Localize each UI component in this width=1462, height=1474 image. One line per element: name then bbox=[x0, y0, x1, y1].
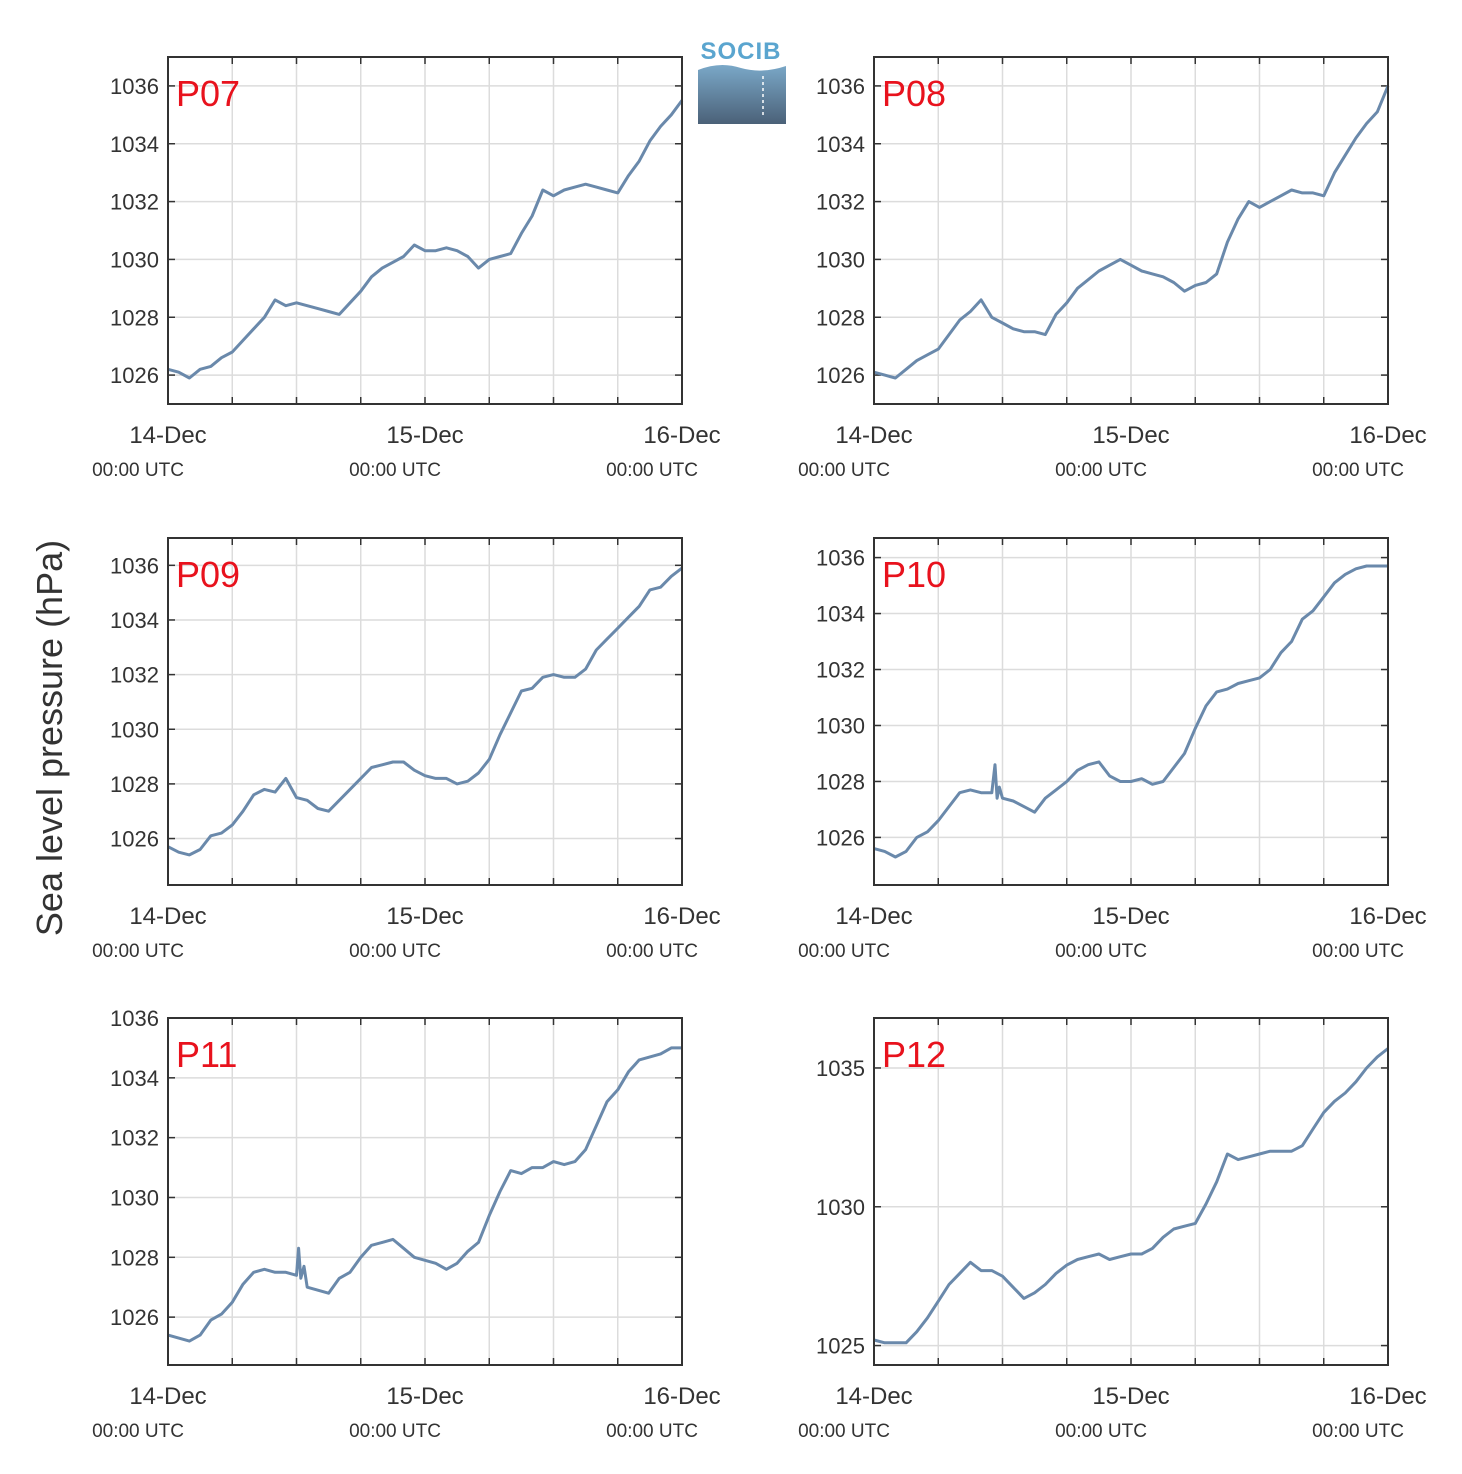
y-tick-label: 1032 bbox=[110, 663, 159, 688]
x-tick-label-time: 00:00 UTC bbox=[349, 460, 441, 481]
x-tick-label-time: 00:00 UTC bbox=[798, 460, 890, 481]
panel-label: P08 bbox=[882, 73, 946, 114]
y-tick-label: 1030 bbox=[110, 1185, 159, 1210]
x-tick-label-time: 00:00 UTC bbox=[349, 1421, 441, 1442]
panel-label: P09 bbox=[176, 554, 240, 595]
x-tick-label-time: 00:00 UTC bbox=[92, 1421, 184, 1442]
pressure-series-line bbox=[167, 1046, 682, 1343]
y-tick-label: 1030 bbox=[816, 247, 865, 272]
panel-p09: 1026 1028 1030 1032 1034 1036 14-Dec 00:00 UTC 1… bbox=[92, 537, 721, 962]
y-tick-label: 1028 bbox=[110, 305, 159, 330]
x-tick-label-time: 00:00 UTC bbox=[798, 941, 890, 962]
x-tick-label-time: 00:00 UTC bbox=[1055, 460, 1147, 481]
pressure-series-line bbox=[873, 564, 1388, 859]
pressure-series-line bbox=[167, 99, 684, 380]
socib-logo: SOCIB bbox=[698, 38, 786, 124]
x-tick-label-date: 16-Dec bbox=[1349, 422, 1426, 449]
x-tick-label-time: 00:00 UTC bbox=[798, 1421, 890, 1442]
panel-p07: 1026 1028 1030 1032 1034 1036 14-Dec 00:00 UTC 1… bbox=[92, 56, 721, 481]
y-tick-label: 1030 bbox=[110, 717, 159, 742]
plot-frame bbox=[873, 1017, 1389, 1366]
x-tick-label-date: 16-Dec bbox=[1349, 903, 1426, 930]
panel-p11: 1026 1028 1030 1032 1034 1036 14-Dec 00:00 UTC 1… bbox=[92, 1006, 721, 1442]
y-tick-label: 1026 bbox=[110, 363, 159, 388]
y-tick-label: 1030 bbox=[816, 1195, 865, 1220]
panel-p12: 1025 1030 1035 14-Dec 00:00 UTC 15-Dec 00:00 U… bbox=[798, 1017, 1427, 1442]
x-tick-label-time: 00:00 UTC bbox=[1055, 1421, 1147, 1442]
y-tick-label: 1030 bbox=[110, 247, 159, 272]
x-tick-label-date: 15-Dec bbox=[386, 903, 463, 930]
y-tick-label: 1025 bbox=[816, 1334, 865, 1359]
x-tick-label-time: 00:00 UTC bbox=[1312, 1421, 1404, 1442]
x-tick-label-date: 16-Dec bbox=[1349, 1383, 1426, 1410]
y-tick-label: 1035 bbox=[816, 1056, 865, 1081]
plot-frame bbox=[873, 56, 1389, 405]
y-tick-label: 1026 bbox=[110, 827, 159, 852]
y-tick-label: 1026 bbox=[110, 1305, 159, 1330]
x-tick-label-time: 00:00 UTC bbox=[606, 1421, 698, 1442]
panel-p08: 1026 1028 1030 1032 1034 1036 14-Dec 00:00 UTC 1… bbox=[798, 56, 1427, 481]
y-tick-label: 1028 bbox=[110, 1245, 159, 1270]
pressure-series-line bbox=[873, 85, 1390, 380]
x-tick-label-time: 00:00 UTC bbox=[92, 941, 184, 962]
x-tick-label-date: 14-Dec bbox=[129, 1383, 206, 1410]
logo-wave-shape bbox=[698, 64, 786, 124]
x-tick-label-time: 00:00 UTC bbox=[1055, 941, 1147, 962]
y-tick-label: 1026 bbox=[816, 363, 865, 388]
y-tick-label: 1032 bbox=[816, 190, 865, 215]
x-tick-label-time: 00:00 UTC bbox=[606, 941, 698, 962]
y-tick-label: 1034 bbox=[110, 608, 159, 633]
x-tick-label-time: 00:00 UTC bbox=[349, 941, 441, 962]
y-tick-label: 1036 bbox=[110, 1006, 159, 1031]
x-tick-label-date: 15-Dec bbox=[1092, 422, 1169, 449]
y-tick-label: 1028 bbox=[110, 772, 159, 797]
y-tick-label: 1034 bbox=[110, 1066, 159, 1091]
panel-p10: 1026 1028 1030 1032 1034 1036 14-Dec 00:00 UTC 1… bbox=[798, 537, 1427, 962]
x-tick-label-date: 14-Dec bbox=[835, 903, 912, 930]
pressure-series-line bbox=[167, 566, 683, 857]
x-tick-label-date: 14-Dec bbox=[129, 903, 206, 930]
y-tick-label: 1028 bbox=[816, 305, 865, 330]
x-tick-label-date: 15-Dec bbox=[386, 1383, 463, 1410]
plot-frame bbox=[167, 537, 683, 886]
panel-label: P11 bbox=[176, 1034, 237, 1075]
y-tick-label: 1034 bbox=[816, 602, 865, 627]
x-tick-label-date: 15-Dec bbox=[386, 422, 463, 449]
logo-text: SOCIB bbox=[700, 38, 781, 65]
plot-frame bbox=[873, 537, 1389, 886]
x-tick-label-date: 16-Dec bbox=[643, 903, 720, 930]
x-tick-label-date: 16-Dec bbox=[643, 1383, 720, 1410]
y-tick-label: 1032 bbox=[110, 1126, 159, 1151]
x-tick-label-date: 14-Dec bbox=[129, 422, 206, 449]
x-tick-label-time: 00:00 UTC bbox=[92, 460, 184, 481]
y-tick-label: 1036 bbox=[110, 74, 159, 99]
y-tick-label: 1032 bbox=[816, 658, 865, 683]
plot-frame bbox=[167, 56, 683, 405]
x-tick-label-date: 14-Dec bbox=[835, 1383, 912, 1410]
y-tick-label: 1036 bbox=[816, 74, 865, 99]
x-tick-label-date: 14-Dec bbox=[835, 422, 912, 449]
x-tick-label-date: 15-Dec bbox=[1092, 903, 1169, 930]
y-tick-label: 1034 bbox=[110, 132, 159, 157]
y-tick-label: 1030 bbox=[816, 713, 865, 738]
pressure-series-line bbox=[873, 1047, 1389, 1345]
y-tick-label: 1036 bbox=[816, 546, 865, 571]
y-tick-label: 1034 bbox=[816, 132, 865, 157]
x-tick-label-time: 00:00 UTC bbox=[606, 460, 698, 481]
panel-label: P10 bbox=[882, 554, 946, 595]
y-tick-label: 1026 bbox=[816, 825, 865, 850]
x-tick-label-time: 00:00 UTC bbox=[1312, 460, 1404, 481]
y-axis-label: Sea level pressure (hPa) bbox=[29, 540, 70, 936]
x-tick-label-date: 15-Dec bbox=[1092, 1383, 1169, 1410]
plot-frame bbox=[167, 1017, 683, 1366]
y-tick-label: 1032 bbox=[110, 190, 159, 215]
x-tick-label-time: 00:00 UTC bbox=[1312, 941, 1404, 962]
x-tick-label-date: 16-Dec bbox=[643, 422, 720, 449]
y-tick-label: 1028 bbox=[816, 769, 865, 794]
panel-label: P12 bbox=[882, 1034, 946, 1075]
y-tick-label: 1036 bbox=[110, 553, 159, 578]
panel-label: P07 bbox=[176, 73, 240, 114]
